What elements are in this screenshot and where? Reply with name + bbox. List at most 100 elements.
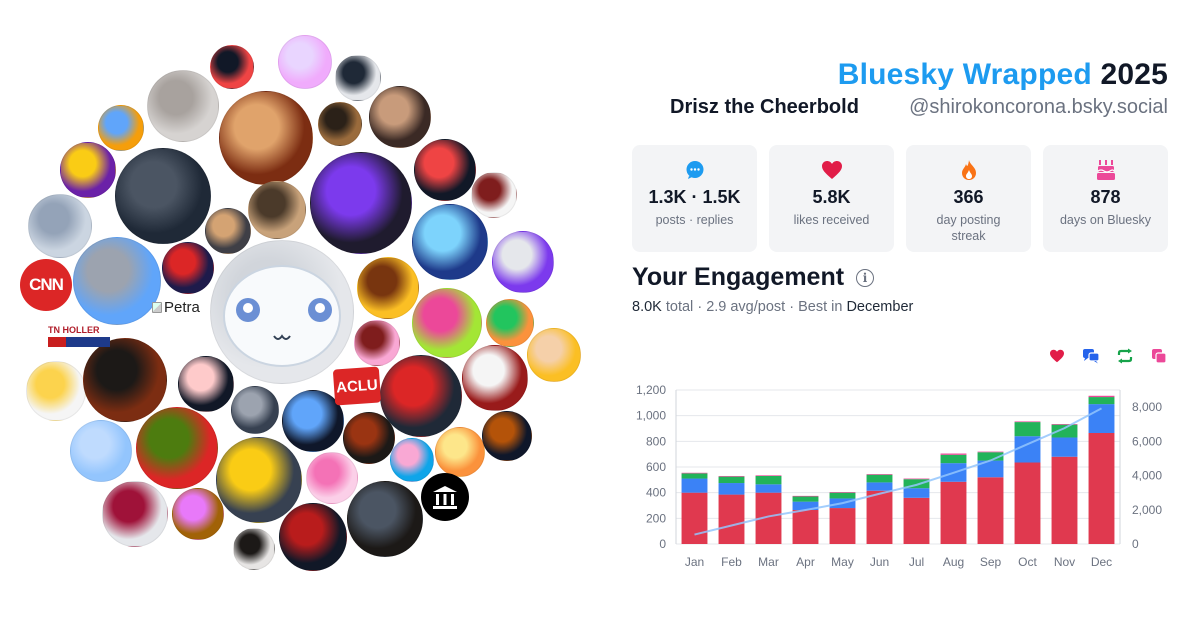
avatar[interactable] — [172, 488, 224, 540]
x-tick-label: Dec — [1091, 555, 1112, 569]
reposts-legend-icon[interactable] — [1116, 347, 1134, 365]
avatar[interactable] — [28, 194, 92, 258]
avatar[interactable] — [210, 45, 254, 89]
display-name: Drisz the Cheerbold — [670, 96, 859, 118]
avatar[interactable] — [335, 55, 381, 101]
avatar[interactable] — [98, 105, 144, 151]
cumulative-line — [694, 407, 1102, 536]
avatar[interactable] — [390, 438, 434, 482]
y-tick-left: 1,000 — [636, 409, 666, 423]
avatar[interactable] — [435, 427, 485, 477]
tn-holler-logo[interactable]: TN HOLLER — [48, 326, 110, 347]
bar-likes — [829, 508, 856, 544]
user-handle[interactable]: @shirokoncorona.bsky.social — [909, 96, 1168, 118]
avatar[interactable] — [26, 361, 86, 421]
replies-legend-icon[interactable] — [1082, 347, 1100, 365]
avatar[interactable] — [248, 181, 306, 239]
avatar[interactable] — [178, 356, 234, 412]
stat-value: 366 — [953, 187, 984, 207]
avatar[interactable] — [347, 481, 423, 557]
avatar[interactable] — [278, 35, 332, 89]
avatar[interactable] — [282, 390, 344, 452]
y-tick-left: 200 — [646, 511, 666, 525]
avatar[interactable] — [310, 152, 412, 254]
avatar[interactable] — [231, 386, 279, 434]
stat-value: 1.3K · 1.5K — [648, 187, 741, 207]
avatar[interactable] — [306, 452, 358, 504]
bar-likes — [1051, 456, 1078, 544]
engagement-heading: Your Engagement i — [632, 263, 875, 292]
aclu-logo-avatar[interactable]: ACLU — [332, 366, 382, 406]
avatar[interactable] — [279, 503, 347, 571]
avatar[interactable] — [136, 407, 218, 489]
page-title: Bluesky Wrapped 2025 — [838, 58, 1168, 92]
engagement-total-word: total — [665, 299, 694, 315]
avatar[interactable] — [527, 328, 581, 382]
quotes-legend-icon[interactable] — [1150, 347, 1168, 365]
avatar[interactable] — [318, 102, 362, 146]
bar-reposts — [681, 473, 708, 479]
avatar[interactable] — [102, 481, 168, 547]
bar-reposts — [718, 476, 745, 484]
avatar[interactable] — [147, 70, 219, 142]
avatar[interactable] — [205, 208, 251, 254]
bar-likes — [681, 492, 708, 544]
avatar[interactable] — [73, 237, 161, 325]
y-tick-left: 1,200 — [636, 383, 666, 397]
avatar[interactable] — [83, 338, 167, 422]
avatar[interactable] — [414, 139, 476, 201]
avatar[interactable] — [471, 172, 517, 218]
avatar[interactable] — [60, 142, 116, 198]
avatar[interactable] — [354, 320, 400, 366]
stat-card-likes: 5.8K likes received — [769, 145, 894, 252]
x-tick-label: Jun — [870, 555, 889, 569]
bar-quotes — [681, 472, 708, 474]
avatar[interactable] — [162, 242, 214, 294]
info-icon[interactable]: i — [856, 268, 875, 287]
y-tick-right: 0 — [1132, 537, 1139, 551]
avatar[interactable] — [70, 420, 132, 482]
likes-legend-icon[interactable] — [1048, 347, 1066, 365]
bar-quotes — [1051, 424, 1078, 425]
wrapped-summary-panel: Bluesky Wrapped 2025 Drisz the Cheerbold… — [620, 0, 1180, 630]
x-tick-label: Jan — [685, 555, 704, 569]
engagement-chart: 0 200 400 600 800 1,000 1,200 0 2,000 4,000 6,000 8… — [636, 383, 1162, 569]
avatar[interactable] — [357, 257, 419, 319]
year-label: 2025 — [1100, 58, 1168, 91]
bar-likes — [866, 490, 893, 544]
stat-label: posts · replies — [655, 213, 734, 227]
avatar[interactable] — [412, 204, 488, 280]
avatar[interactable] — [412, 288, 482, 358]
museum-icon[interactable] — [421, 473, 469, 521]
avatar[interactable] — [216, 437, 302, 523]
brand-title: Bluesky Wrapped — [837, 58, 1092, 91]
bar-reposts — [940, 454, 967, 464]
broken-image-alt: Petra — [164, 299, 200, 316]
tn-flag-shape — [48, 337, 110, 347]
avatar[interactable] — [219, 91, 313, 185]
stat-card-posts: 1.3K · 1.5K posts · replies — [632, 145, 757, 252]
bar-likes — [718, 494, 745, 544]
avatar[interactable] — [380, 355, 462, 437]
avatar[interactable] — [462, 345, 528, 411]
bar-likes — [977, 477, 1004, 544]
bar-quotes — [829, 492, 856, 493]
bar-quotes — [866, 474, 893, 475]
bar-quotes — [1014, 421, 1041, 423]
bar-quotes — [940, 453, 967, 455]
avatar[interactable] — [343, 412, 395, 464]
avatar[interactable] — [482, 411, 532, 461]
bar-quotes — [977, 451, 1004, 453]
avatar[interactable] — [115, 148, 211, 244]
cnn-logo-avatar[interactable]: CNN — [20, 259, 72, 311]
stat-label: day posting streak — [936, 213, 1001, 243]
avatar[interactable] — [369, 86, 431, 148]
heart-icon — [821, 159, 843, 181]
avatar[interactable] — [486, 299, 534, 347]
avatar[interactable] — [492, 231, 554, 293]
engagement-best-prefix: Best in — [798, 299, 843, 315]
y-tick-left: 400 — [646, 486, 666, 500]
avatar[interactable] — [233, 528, 275, 570]
bar-reposts — [903, 479, 930, 489]
bar-replies — [718, 483, 745, 495]
